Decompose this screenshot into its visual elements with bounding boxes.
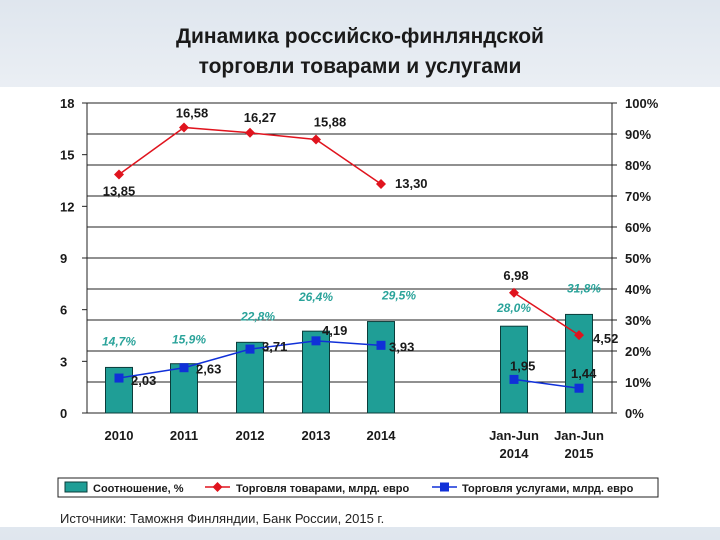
services-data-label: 1,44 [571, 366, 597, 381]
right-tick-label: 90% [625, 127, 651, 142]
bar-data-label: 26,4% [298, 290, 333, 304]
chart-panel [0, 87, 720, 527]
x-tick-label: Jan-Jun [554, 428, 604, 443]
right-tick-label: 40% [625, 282, 651, 297]
right-tick-label: 30% [625, 313, 651, 328]
goods-data-label: 13,85 [103, 183, 136, 198]
x-tick-label: 2010 [105, 428, 134, 443]
bar-data-label: 22,8% [240, 309, 275, 323]
services-data-label: 3,93 [389, 339, 414, 354]
bar-ratio [367, 321, 395, 414]
left-tick-label: 15 [60, 148, 74, 163]
services-line [513, 378, 580, 389]
left-tick-label: 18 [60, 96, 74, 111]
bar-data-label: 28,0% [496, 301, 531, 315]
goods-data-label: 4,52 [593, 331, 618, 346]
right-tick-label: 0% [625, 406, 644, 421]
x-tick-label: 2014 [367, 428, 397, 443]
services-point [311, 336, 321, 346]
right-tick-label: 10% [625, 375, 651, 390]
services-point [376, 340, 386, 350]
right-tick-label: 80% [625, 158, 651, 173]
legend-marker-goods [212, 482, 223, 492]
title-line-2: торговли товарами и услугами [198, 55, 522, 78]
goods-point [179, 122, 189, 133]
legend-label-ratio: Соотношение, % [93, 483, 184, 495]
goods-point [245, 127, 255, 138]
left-tick-label: 3 [60, 354, 67, 369]
services-point [509, 374, 519, 384]
bar-ratio [236, 341, 264, 414]
goods-data-label: 6,98 [503, 268, 528, 283]
x-tick-label: 2015 [565, 446, 594, 461]
bar-data-label: 15,9% [172, 333, 206, 347]
right-tick-label: 50% [625, 251, 651, 266]
goods-line [513, 292, 580, 336]
goods-data-label: 13,30 [395, 176, 428, 191]
right-tick-label: 20% [625, 344, 651, 359]
services-point [114, 373, 124, 383]
right-tick-label: 60% [625, 220, 651, 235]
bar-data-label: 14,7% [102, 334, 136, 348]
legend-box [57, 477, 659, 498]
bar-ratio [500, 325, 528, 414]
goods-data-label: 15,88 [314, 115, 347, 130]
services-data-label: 2,03 [131, 373, 156, 388]
legend-label-goods: Торговля товарами, млрд. евро [236, 483, 410, 495]
right-tick-label: 70% [625, 189, 651, 204]
x-tick-label: 2011 [170, 428, 198, 443]
right-tick-label: 100% [625, 96, 659, 111]
goods-data-label: 16,27 [244, 110, 277, 125]
goods-data-label: 16,58 [176, 105, 209, 120]
services-data-label: 1,95 [510, 358, 535, 373]
source-note: Источники: Таможня Финляндии, Банк Росси… [60, 511, 385, 526]
x-tick-label: 2014 [500, 446, 530, 461]
left-tick-label: 0 [60, 406, 67, 421]
left-tick-label: 9 [60, 251, 67, 266]
left-tick-label: 12 [60, 199, 74, 214]
legend-swatch-ratio [64, 481, 88, 493]
goods-point [509, 287, 519, 298]
bar-data-label: 31,8% [567, 281, 601, 295]
title-line-1: Динамика российско-финляндской [176, 25, 544, 48]
services-data-label: 4,19 [322, 323, 347, 338]
services-point [245, 344, 255, 354]
services-data-label: 2,63 [196, 362, 221, 377]
x-tick-label: 2012 [236, 428, 265, 443]
goods-point [376, 178, 386, 189]
left-tick-label: 6 [60, 303, 67, 318]
bar-data-label: 29,5% [381, 289, 416, 303]
legend-label-services: Торговля услугами, млрд. евро [462, 483, 634, 495]
services-data-label: 3,71 [262, 339, 287, 354]
services-point [574, 383, 584, 393]
bar-ratio [105, 366, 133, 414]
services-point [179, 363, 189, 373]
goods-point [574, 330, 584, 341]
chart-title: Динамика российско-финляндской торговли … [0, 22, 720, 82]
x-tick-label: Jan-Jun [489, 428, 539, 443]
goods-point [311, 134, 321, 145]
x-tick-label: 2013 [302, 428, 331, 443]
legend-marker-services [440, 482, 449, 492]
goods-point [114, 169, 124, 180]
